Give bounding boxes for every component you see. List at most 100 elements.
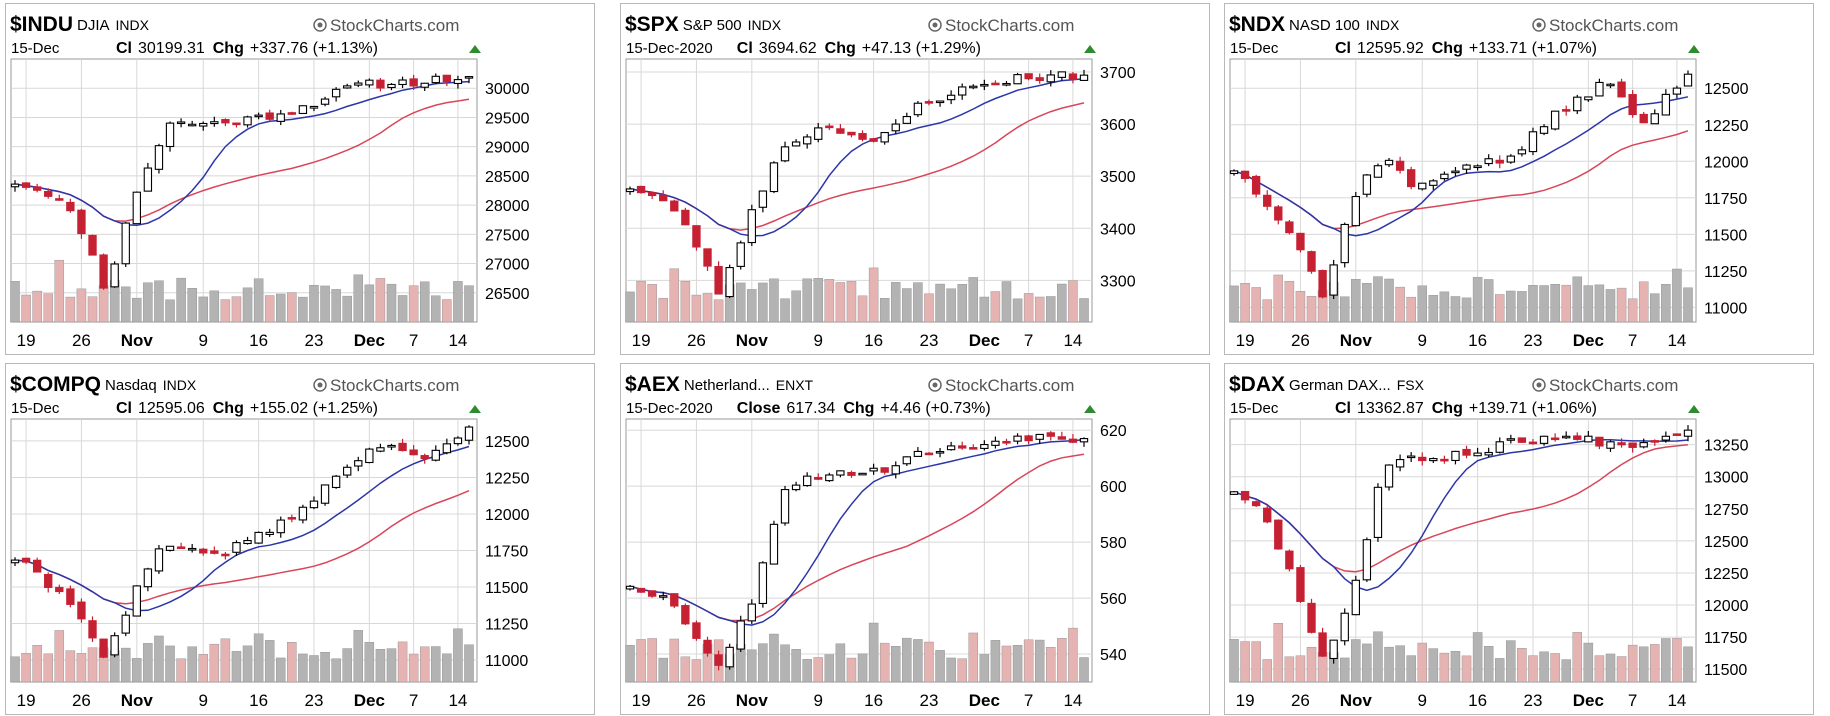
x-tick-label: 14 — [1667, 691, 1686, 710]
chart-panel-ndx[interactable]: $NDX NASD 100 INDX StockCharts.com 15-Dec Cl 1… — [1224, 3, 1814, 355]
candle-body — [891, 465, 900, 475]
moving-average-fast — [14, 80, 470, 227]
chart-name: Netherland... — [684, 377, 770, 394]
plot-area — [1229, 418, 1697, 683]
volume-bar — [1262, 659, 1272, 683]
candle-body — [1002, 82, 1011, 86]
volume-bar — [154, 280, 164, 323]
candle-body — [1057, 436, 1067, 440]
candle-body — [1539, 126, 1549, 134]
candle-body — [1606, 83, 1615, 87]
volume-bar — [1001, 281, 1012, 323]
volume-bar — [1395, 645, 1405, 683]
chart-panel-aex[interactable]: $AEX Netherland... ENXT StockCharts.com 15-D… — [620, 363, 1210, 715]
chart-svg: $DAX German DAX... FSX StockCharts.com 15-De… — [1229, 373, 1749, 710]
y-tick-label: 3700 — [1100, 65, 1136, 82]
volume-bar — [87, 647, 98, 683]
candle-body — [769, 162, 779, 193]
chart-panel-dax[interactable]: $DAX German DAX... FSX StockCharts.com 15-De… — [1224, 363, 1814, 715]
candle-body — [1384, 464, 1394, 488]
candle-body — [343, 466, 352, 476]
y-tick-label: 26500 — [485, 286, 530, 303]
candle-body — [1462, 164, 1471, 170]
volume-bar — [1395, 286, 1405, 323]
chart-panel-spx[interactable]: $SPX S&P 500 INDX StockCharts.com 15-Dec-202… — [620, 3, 1210, 355]
x-tick-label: 16 — [249, 331, 268, 350]
candle-body — [980, 83, 989, 87]
up-arrow-icon — [1084, 405, 1096, 413]
chart-panel-indu[interactable]: $INDU DJIA INDX StockCharts.com 15-Dec Cl 3019… — [5, 3, 595, 355]
x-tick-label: 26 — [687, 331, 706, 350]
volume-bar — [758, 643, 768, 683]
volume-bar — [87, 296, 98, 323]
volume-bar — [1528, 655, 1538, 683]
volume-bar — [1362, 643, 1372, 683]
x-tick-label: 19 — [17, 331, 36, 350]
x-tick-label: 26 — [72, 691, 91, 710]
volume-bar — [1561, 659, 1571, 683]
volume-bar — [1627, 644, 1638, 683]
chart-symbol: $AEX — [625, 373, 680, 396]
volume-bar — [1034, 296, 1045, 323]
volume-bar — [747, 649, 757, 683]
candle-body — [287, 517, 297, 520]
volume-bar — [1517, 291, 1527, 323]
y-tick-label: 13000 — [1704, 470, 1749, 487]
y-tick-label: 3600 — [1100, 117, 1136, 134]
candle-body — [66, 588, 75, 605]
y-tick-label: 3400 — [1100, 221, 1136, 238]
volume-bar — [680, 656, 691, 683]
x-tick-label: 23 — [920, 691, 939, 710]
candle-body — [420, 455, 429, 460]
moving-average-fast — [14, 445, 470, 612]
candle-body — [836, 470, 845, 476]
candle-body — [1462, 448, 1471, 456]
volume-bar — [647, 284, 657, 323]
volume-bar — [1495, 658, 1505, 683]
candle-body — [692, 225, 701, 248]
candle-body — [958, 86, 967, 96]
candle-body — [1274, 519, 1283, 550]
copyright-icon — [928, 378, 942, 392]
candle-body — [66, 201, 75, 212]
volume-bar — [276, 657, 286, 683]
candle-body — [232, 542, 241, 553]
chart-panel-compq[interactable]: $COMPQ Nasdaq INDX StockCharts.com 15-Dec Cl 1… — [5, 363, 595, 715]
volume-bar — [1012, 645, 1023, 683]
volume-bar — [691, 659, 702, 683]
volume-bar — [76, 653, 87, 683]
volume-bar — [1406, 655, 1416, 683]
chart-name: NASD 100 — [1289, 17, 1360, 34]
volume-bar — [397, 641, 408, 683]
volume-bar — [979, 296, 990, 323]
volume-bar — [242, 645, 253, 683]
volume-bar — [1057, 283, 1067, 323]
candle-body — [659, 595, 668, 598]
y-tick-label: 11250 — [485, 617, 528, 634]
candle-body — [320, 98, 330, 105]
brand-watermark: StockCharts.com — [1549, 376, 1678, 395]
volume-bar — [43, 653, 53, 683]
volume-bar — [1034, 639, 1045, 683]
volume-bar — [636, 280, 646, 323]
volume-bar — [1616, 287, 1627, 323]
candle-body — [1307, 251, 1316, 272]
y-tick-label: 11500 — [485, 580, 528, 597]
candle-body — [935, 450, 945, 454]
candle-body — [780, 489, 790, 524]
candle-body — [210, 550, 219, 554]
candle-body — [1362, 174, 1372, 195]
candle-body — [254, 114, 263, 118]
candle-body — [298, 506, 308, 521]
volume-bar — [253, 278, 264, 323]
candle-body — [670, 200, 679, 212]
volume-bar — [264, 640, 275, 683]
volume-bar — [891, 646, 901, 683]
candle-body — [946, 445, 956, 451]
candle-body — [836, 128, 845, 134]
y-tick-label: 600 — [1100, 479, 1127, 496]
candle-body — [1562, 435, 1571, 439]
close-value: 617.34 — [786, 400, 835, 417]
candle-body — [791, 484, 801, 491]
candle-body — [442, 443, 452, 454]
